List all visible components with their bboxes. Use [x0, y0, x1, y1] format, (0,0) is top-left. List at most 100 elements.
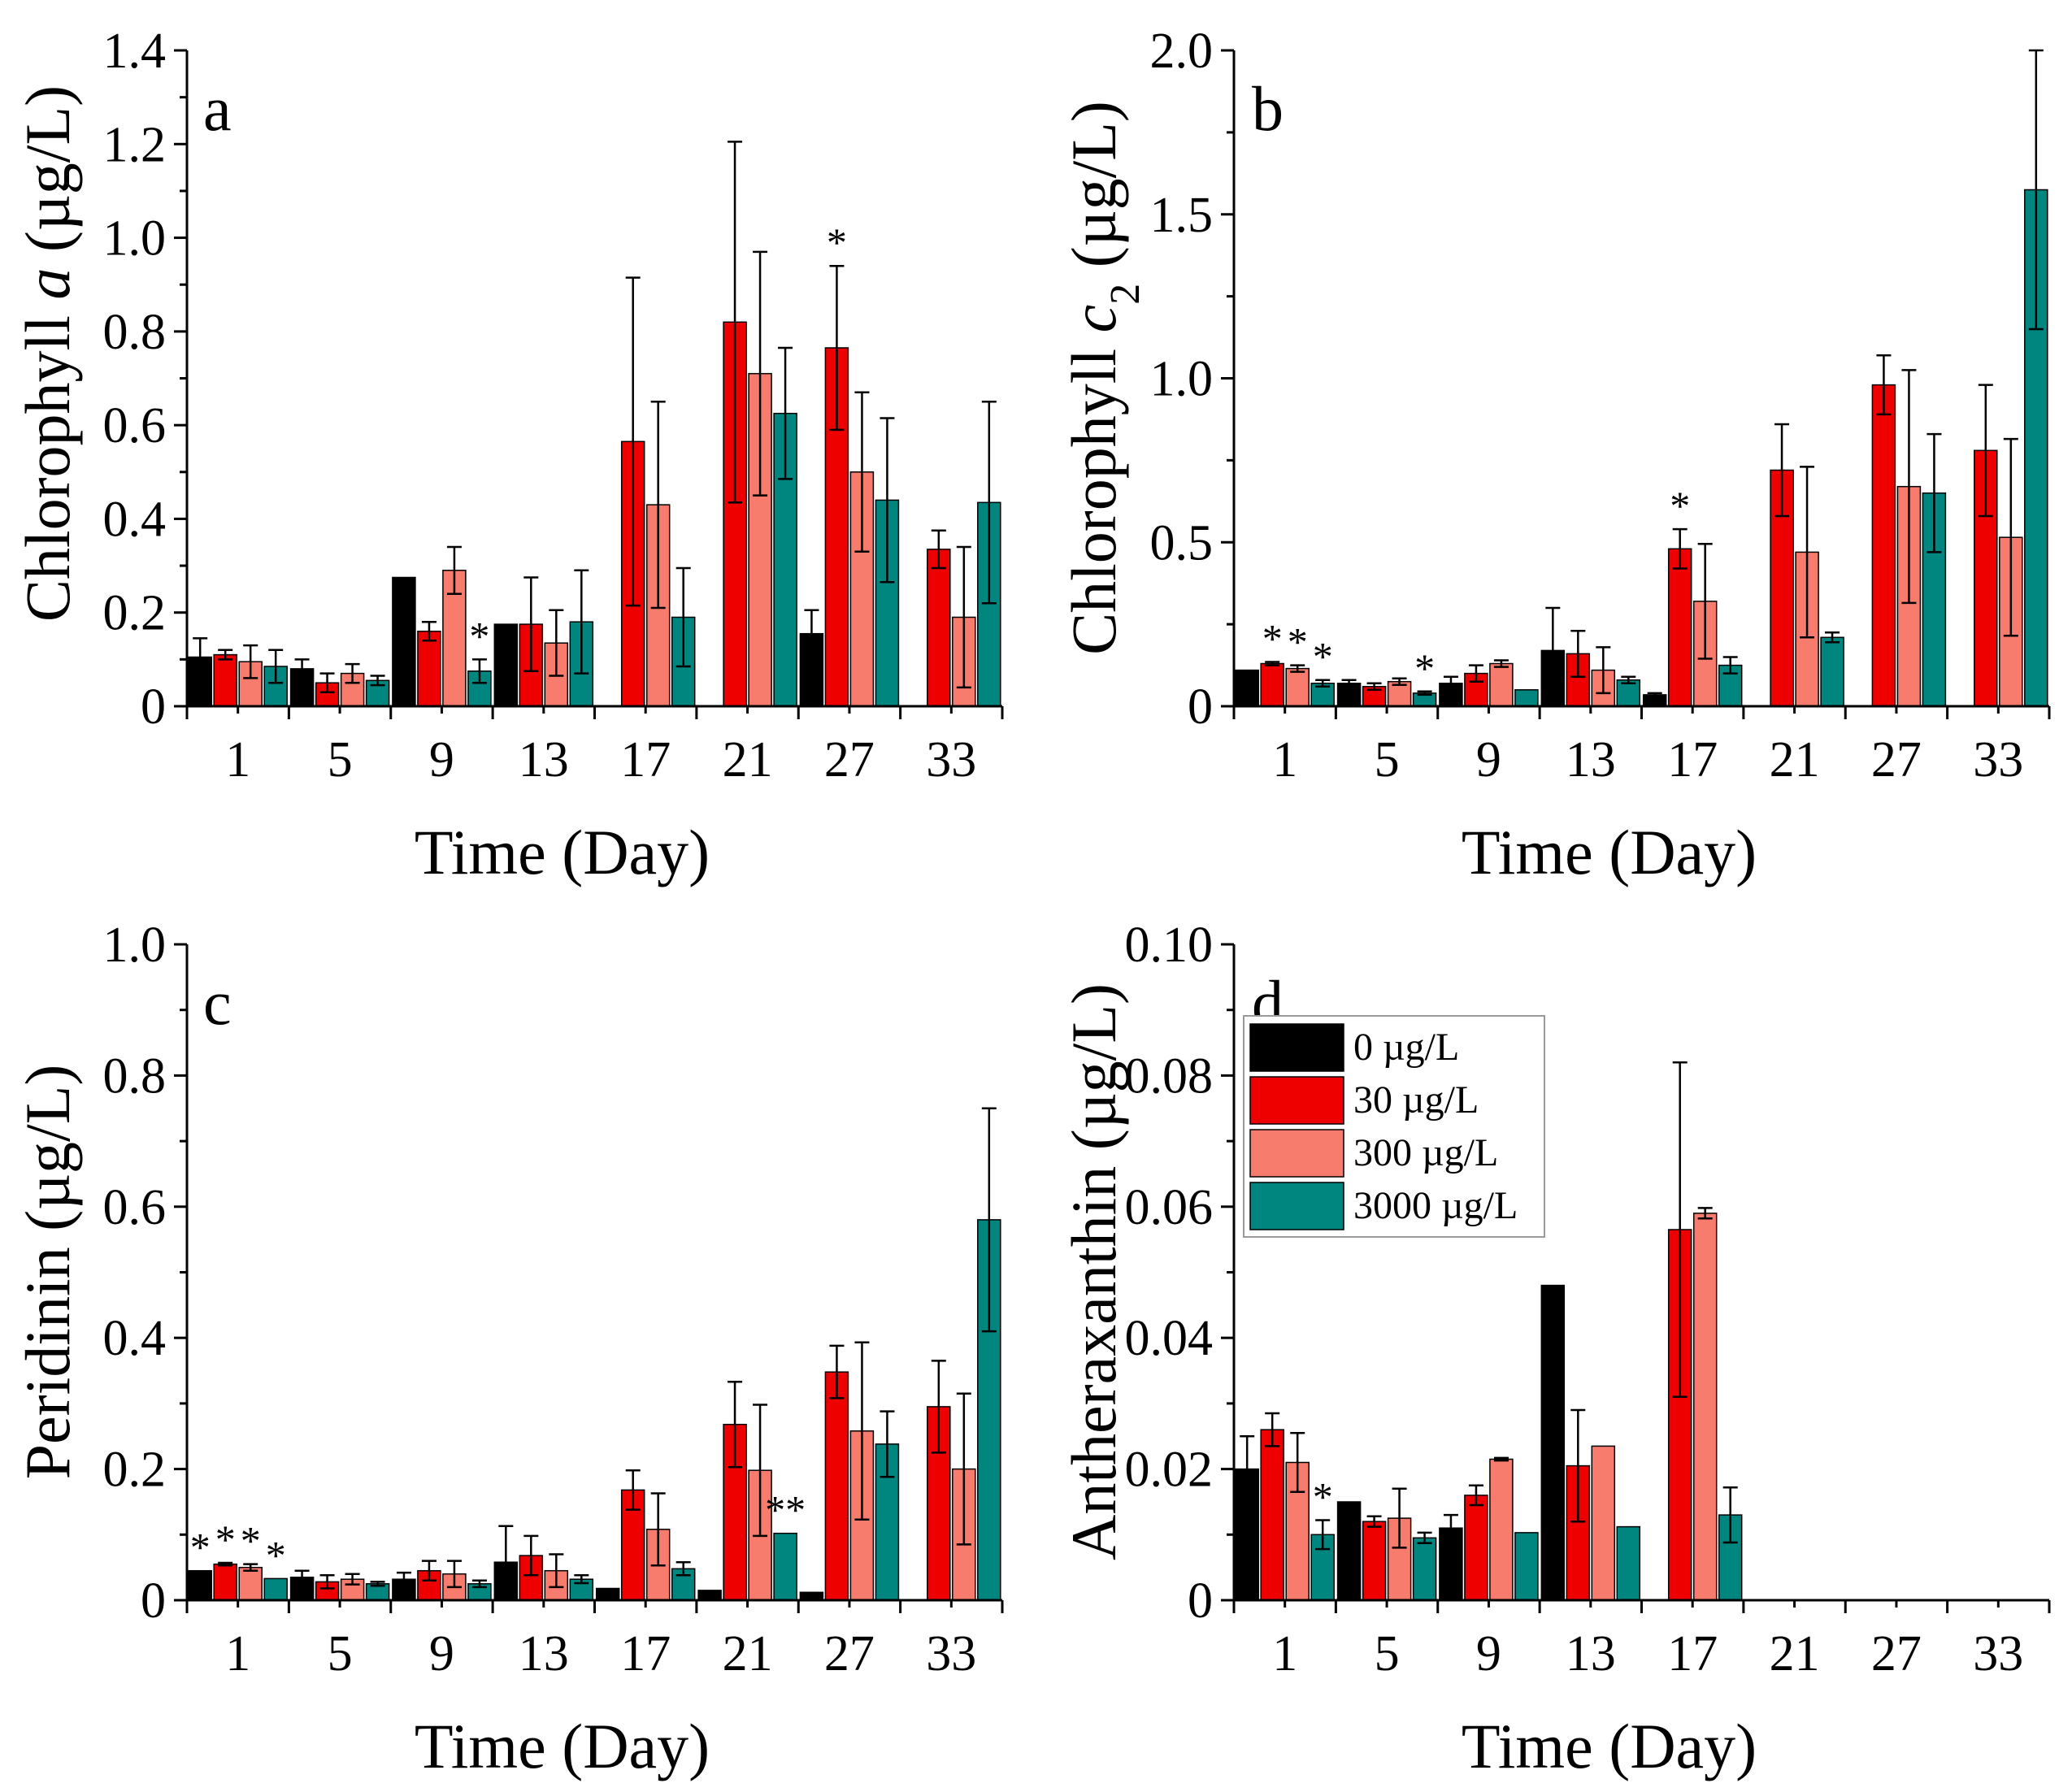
legend-swatch [1249, 1129, 1344, 1178]
error-bar [2028, 49, 2044, 331]
error-bar [193, 637, 208, 677]
error-bar [549, 609, 564, 677]
error-bar [1570, 629, 1586, 678]
y-axis-title-part: Chlorophyll [12, 300, 83, 623]
x-tick-label: 21 [1770, 1626, 1820, 1681]
x-tick-label: 13 [519, 1626, 569, 1681]
significance-marker: * [469, 613, 489, 658]
error-bar [1290, 1431, 1305, 1494]
x-tick-label: 13 [1566, 1626, 1616, 1681]
x-axis-title: Time (Day) [415, 817, 710, 887]
error-bar [396, 1571, 411, 1587]
bar-a-30gL-day33 [927, 549, 951, 707]
x-axis-title: Time (Day) [1462, 817, 1757, 887]
panel-label: b [1252, 73, 1284, 144]
x-tick-label: 5 [1375, 732, 1400, 788]
error-bar [753, 1404, 768, 1538]
error-bar [1417, 690, 1432, 696]
error-bar [625, 276, 641, 607]
error-bar [931, 529, 946, 570]
legend-swatch [1249, 1023, 1344, 1072]
x-tick-label: 27 [824, 1626, 875, 1681]
significance-marker: * [1414, 645, 1435, 691]
y-tick-label: 0.8 [103, 1048, 167, 1104]
error-bar [1697, 1207, 1713, 1220]
error-bar [1545, 606, 1561, 695]
error-bar [421, 1560, 437, 1582]
error-bar [956, 545, 971, 689]
significance-marker: * [241, 1518, 261, 1564]
error-bar [1722, 1486, 1738, 1544]
legend-label: 3000 µg/L [1353, 1184, 1518, 1227]
x-tick-label: 21 [723, 1626, 773, 1681]
error-bar [1570, 1408, 1586, 1523]
error-bar [1366, 682, 1382, 692]
error-bar [1926, 432, 1942, 553]
error-bar [243, 644, 258, 679]
error-bar [1341, 679, 1357, 688]
y-tick-label: 0 [141, 1573, 166, 1629]
panel-label: c [203, 967, 232, 1038]
error-bar [981, 1107, 997, 1333]
bar-d-0gL-day13 [1540, 1284, 1566, 1601]
error-bar [1722, 656, 1738, 675]
x-tick-label: 27 [824, 732, 875, 788]
y-tick-label: 1.4 [103, 24, 167, 79]
significance-marker: * [1262, 616, 1283, 662]
error-bar [370, 1581, 385, 1587]
x-tick-label: 27 [1871, 1626, 1922, 1681]
error-bar [981, 401, 997, 605]
y-tick-label: 2.0 [1150, 24, 1214, 79]
bar-c-0gL-day17 [595, 1587, 620, 1601]
error-bar [1468, 1484, 1483, 1507]
x-tick-label: 13 [1566, 732, 1616, 788]
error-bar [1672, 527, 1688, 570]
error-bar [1443, 1513, 1458, 1543]
bar-d-3000gL-day9 [1514, 1532, 1539, 1601]
y-axis-title-part: Peridinin (µg/L) [12, 1065, 83, 1480]
bar-d-300gL-day9 [1489, 1458, 1514, 1601]
bar-a-0gL-day13 [493, 623, 519, 707]
x-axis-title: Time (Day) [415, 1711, 710, 1781]
x-tick-label: 1 [1272, 732, 1297, 788]
error-bar [650, 401, 666, 610]
error-bar [1774, 423, 1790, 518]
error-bar [1265, 1412, 1280, 1447]
error-bar [446, 545, 462, 595]
error-bar [1621, 675, 1636, 685]
error-bar [574, 1574, 589, 1585]
x-tick-label: 33 [1973, 1626, 2023, 1681]
x-tick-label: 21 [723, 732, 773, 788]
bar-b-0gL-day1 [1235, 669, 1259, 707]
y-axis-title-part: Antheraxanthin (µg/L) [1058, 983, 1129, 1560]
error-bar [650, 1492, 666, 1567]
bar-b-30gL-day9 [1464, 672, 1488, 707]
y-axis-title-part: a [12, 268, 83, 300]
error-bar [1417, 1531, 1432, 1545]
error-bar [1596, 646, 1611, 695]
bar-d-30gL-day1 [1260, 1429, 1284, 1601]
y-tick-label: 0.4 [103, 1311, 167, 1366]
bar-a-0gL-day9 [392, 576, 416, 707]
error-bar [1647, 692, 1662, 698]
error-bar [804, 609, 819, 658]
error-bar [1800, 466, 1815, 639]
y-tick-label: 0.02 [1125, 1443, 1214, 1498]
error-bar [753, 250, 768, 497]
error-bar [880, 417, 895, 584]
significance-marker: * [1670, 483, 1690, 528]
significance-marker: * [1313, 634, 1333, 679]
bar-b-300gL-day9 [1489, 662, 1514, 707]
error-bar [854, 391, 870, 553]
x-tick-label: 13 [519, 732, 569, 788]
bar-d-30gL-day5 [1362, 1521, 1387, 1601]
error-bar [675, 1560, 691, 1577]
x-tick-label: 17 [1667, 732, 1718, 788]
error-bar [1265, 661, 1280, 666]
x-tick-label: 1 [225, 1626, 250, 1681]
x-tick-label: 9 [1476, 1626, 1501, 1681]
y-axis-title: Antheraxanthin (µg/L) [1058, 983, 1129, 1560]
error-bar [1315, 1519, 1331, 1551]
error-bar [728, 1381, 743, 1469]
